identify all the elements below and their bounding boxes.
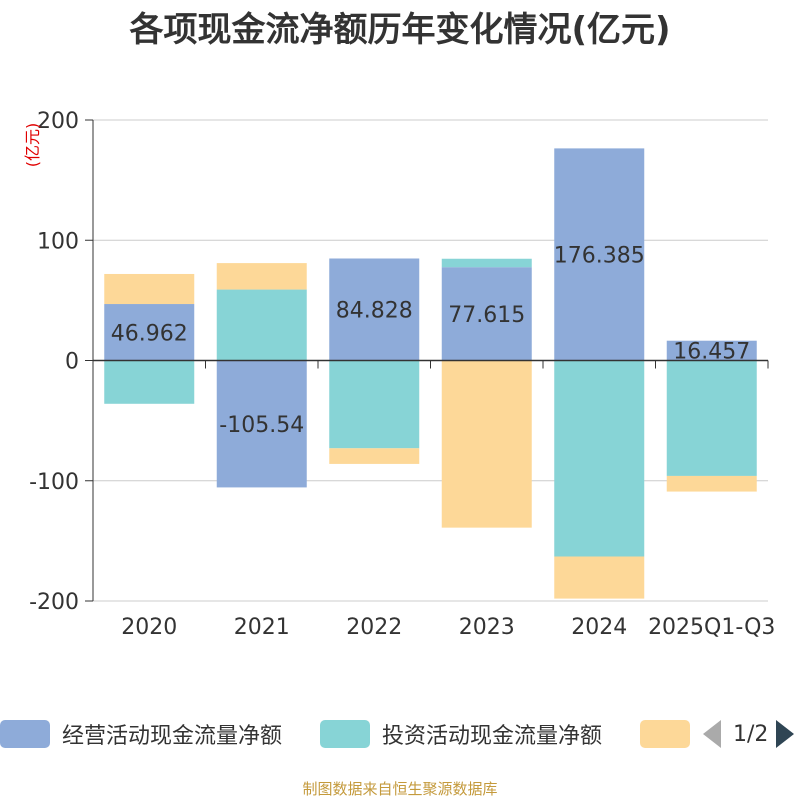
- y-tick-label: -100: [29, 470, 79, 495]
- bar-investing: [666, 360, 757, 476]
- legend-swatch-investing: [320, 720, 370, 748]
- y-axis-unit: (亿元): [23, 123, 42, 168]
- bar-operating: [216, 360, 307, 488]
- legend-pager: 1/2: [700, 716, 800, 752]
- y-tick-label: 0: [65, 350, 79, 375]
- bar-financing: [666, 475, 757, 492]
- x-tick-label: 2022: [346, 615, 402, 640]
- data-label: -105.54: [219, 413, 304, 438]
- x-tick-label: 2021: [234, 615, 290, 640]
- y-tick-label: 100: [37, 229, 79, 254]
- bar-financing: [554, 556, 645, 599]
- chart-title: 各项现金流净额历年变化情况(亿元): [129, 10, 671, 50]
- data-label: 77.615: [448, 303, 525, 328]
- y-tick-label: -200: [29, 590, 79, 615]
- x-tick-label: 2020: [121, 615, 177, 640]
- bar-investing: [329, 360, 420, 449]
- bar-investing: [104, 360, 195, 404]
- bar-financing: [441, 360, 532, 528]
- data-source: 制图数据来自恒生聚源数据库: [302, 780, 498, 798]
- next-page-icon[interactable]: [776, 720, 795, 748]
- bar-operating: [104, 304, 195, 361]
- legend-label-investing: 投资活动现金流量净额: [382, 724, 603, 749]
- x-tick-label: 2025Q1-Q3: [648, 615, 775, 640]
- legend-label-operating: 经营活动现金流量净额: [62, 724, 283, 749]
- data-label: 84.828: [336, 298, 413, 323]
- bar-investing: [216, 289, 307, 361]
- bar-financing: [104, 273, 195, 305]
- bar-operating: [329, 258, 420, 361]
- data-label: 46.962: [111, 321, 188, 346]
- data-label: 176.385: [554, 243, 645, 268]
- bar-financing: [216, 263, 307, 290]
- bar-investing: [441, 258, 532, 268]
- bar-chart: 200 100 0 -100 -200 (亿元) 46.962 -105.54 84.828 77…: [23, 109, 775, 640]
- x-tick-label: 2023: [459, 615, 515, 640]
- legend: 经营活动现金流量净额 投资活动现金流量净额: [0, 716, 800, 752]
- bar-operating: [441, 267, 532, 361]
- bar-investing: [554, 360, 645, 557]
- bar-operating: [554, 148, 645, 361]
- prev-page-icon[interactable]: [703, 720, 721, 748]
- bar-financing: [329, 448, 420, 464]
- legend-item-financing[interactable]: [640, 716, 702, 752]
- legend-swatch-financing: [640, 720, 690, 748]
- legend-item-operating[interactable]: 经营活动现金流量净额: [0, 716, 282, 752]
- legend-swatch-operating: [0, 720, 50, 748]
- legend-page-indicator: 1/2: [733, 721, 769, 747]
- legend-item-investing[interactable]: 投资活动现金流量净额: [320, 716, 602, 752]
- x-tick-label: 2024: [571, 615, 627, 640]
- y-tick-label: 200: [37, 109, 79, 134]
- bar-operating: [666, 340, 757, 361]
